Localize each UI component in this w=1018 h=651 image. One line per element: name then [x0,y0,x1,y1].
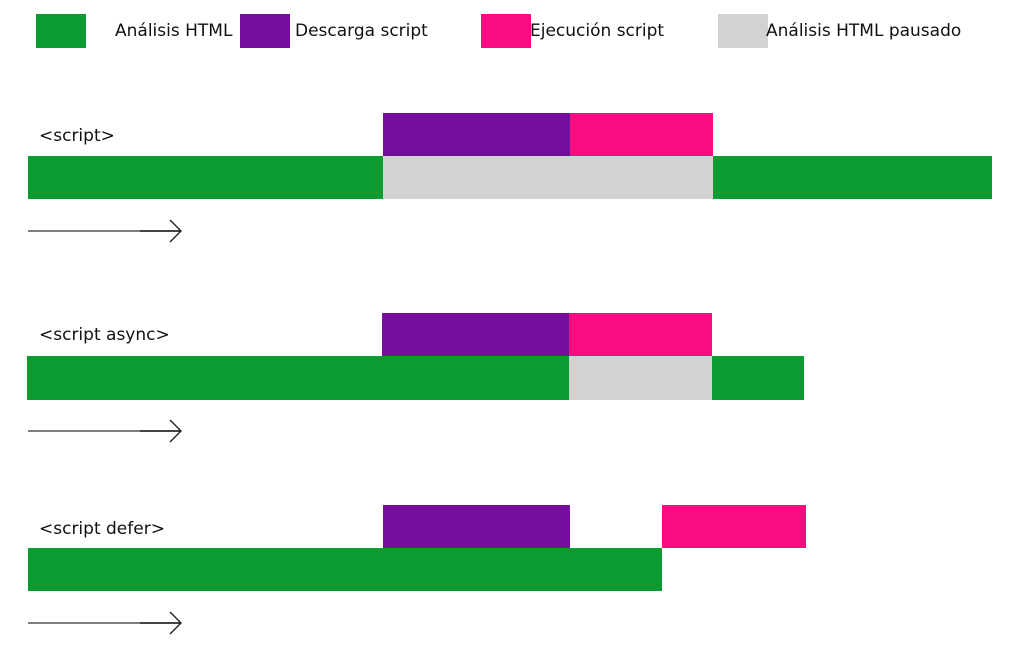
legend-swatch-execute [481,14,531,48]
timeline-arrow-icon [28,419,182,443]
download-segment [383,113,570,156]
legend-label-paused: Análisis HTML pausado [766,21,962,41]
legend-label-parse: Análisis HTML [115,21,233,41]
download-segment [382,313,569,356]
download-segment [383,505,570,548]
parse-segment [28,156,383,199]
timeline-label-script-async: <script async> [39,325,170,345]
parse-segment [28,548,662,591]
legend-label-download: Descarga script [295,21,428,41]
paused-segment [569,356,712,400]
paused-segment [383,156,713,199]
timeline-arrow-icon [28,219,182,243]
legend-swatch-download [240,14,290,48]
legend-label-execute: Ejecución script [530,21,665,41]
parse-segment [27,356,569,400]
timeline-label-script: <script> [39,126,115,146]
execute-segment [570,113,713,156]
legend-swatch-parse [36,14,86,48]
parse-segment [712,356,804,400]
timeline-arrow-icon [28,611,182,635]
execute-segment [569,313,712,356]
parse-segment [713,156,992,199]
legend-swatch-paused [718,14,768,48]
timeline-label-script-defer: <script defer> [39,519,165,539]
execute-segment [662,505,806,548]
